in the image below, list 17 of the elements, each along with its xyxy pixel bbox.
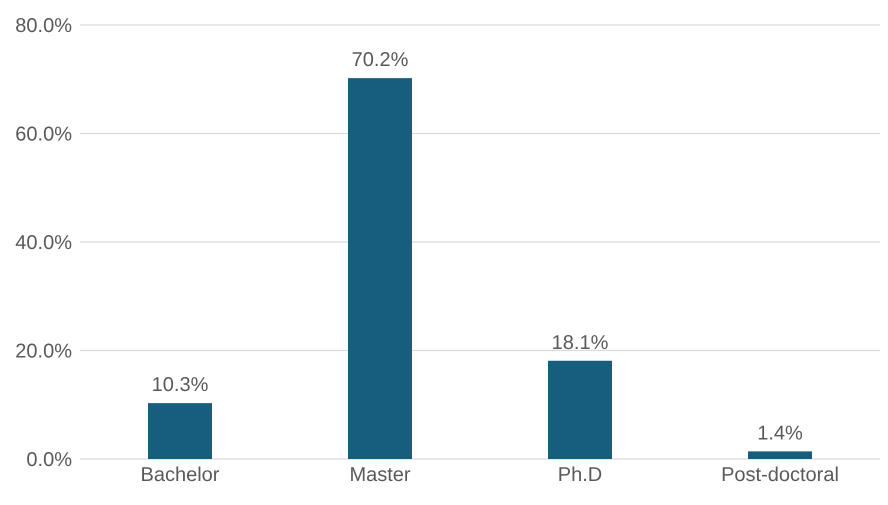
bar <box>548 360 612 459</box>
x-tick-label: Master <box>349 464 411 486</box>
data-label: 70.2% <box>352 49 409 72</box>
bar <box>348 78 412 459</box>
y-tick-label: 80.0% <box>15 15 72 38</box>
y-tick-label: 40.0% <box>15 232 72 254</box>
bar <box>748 451 812 459</box>
x-tick-label: Bachelor <box>140 464 220 486</box>
y-tick-label: 60.0% <box>15 124 72 146</box>
data-label: 10.3% <box>152 374 209 396</box>
y-tick-label: 20.0% <box>15 340 72 363</box>
bar <box>148 403 212 459</box>
x-tick-label: Post-doctoral <box>721 464 839 486</box>
data-label: 18.1% <box>552 332 609 354</box>
x-tick-label: Ph.D <box>558 464 602 486</box>
y-tick-label: 0.0% <box>26 449 72 472</box>
data-label: 1.4% <box>757 422 804 444</box>
